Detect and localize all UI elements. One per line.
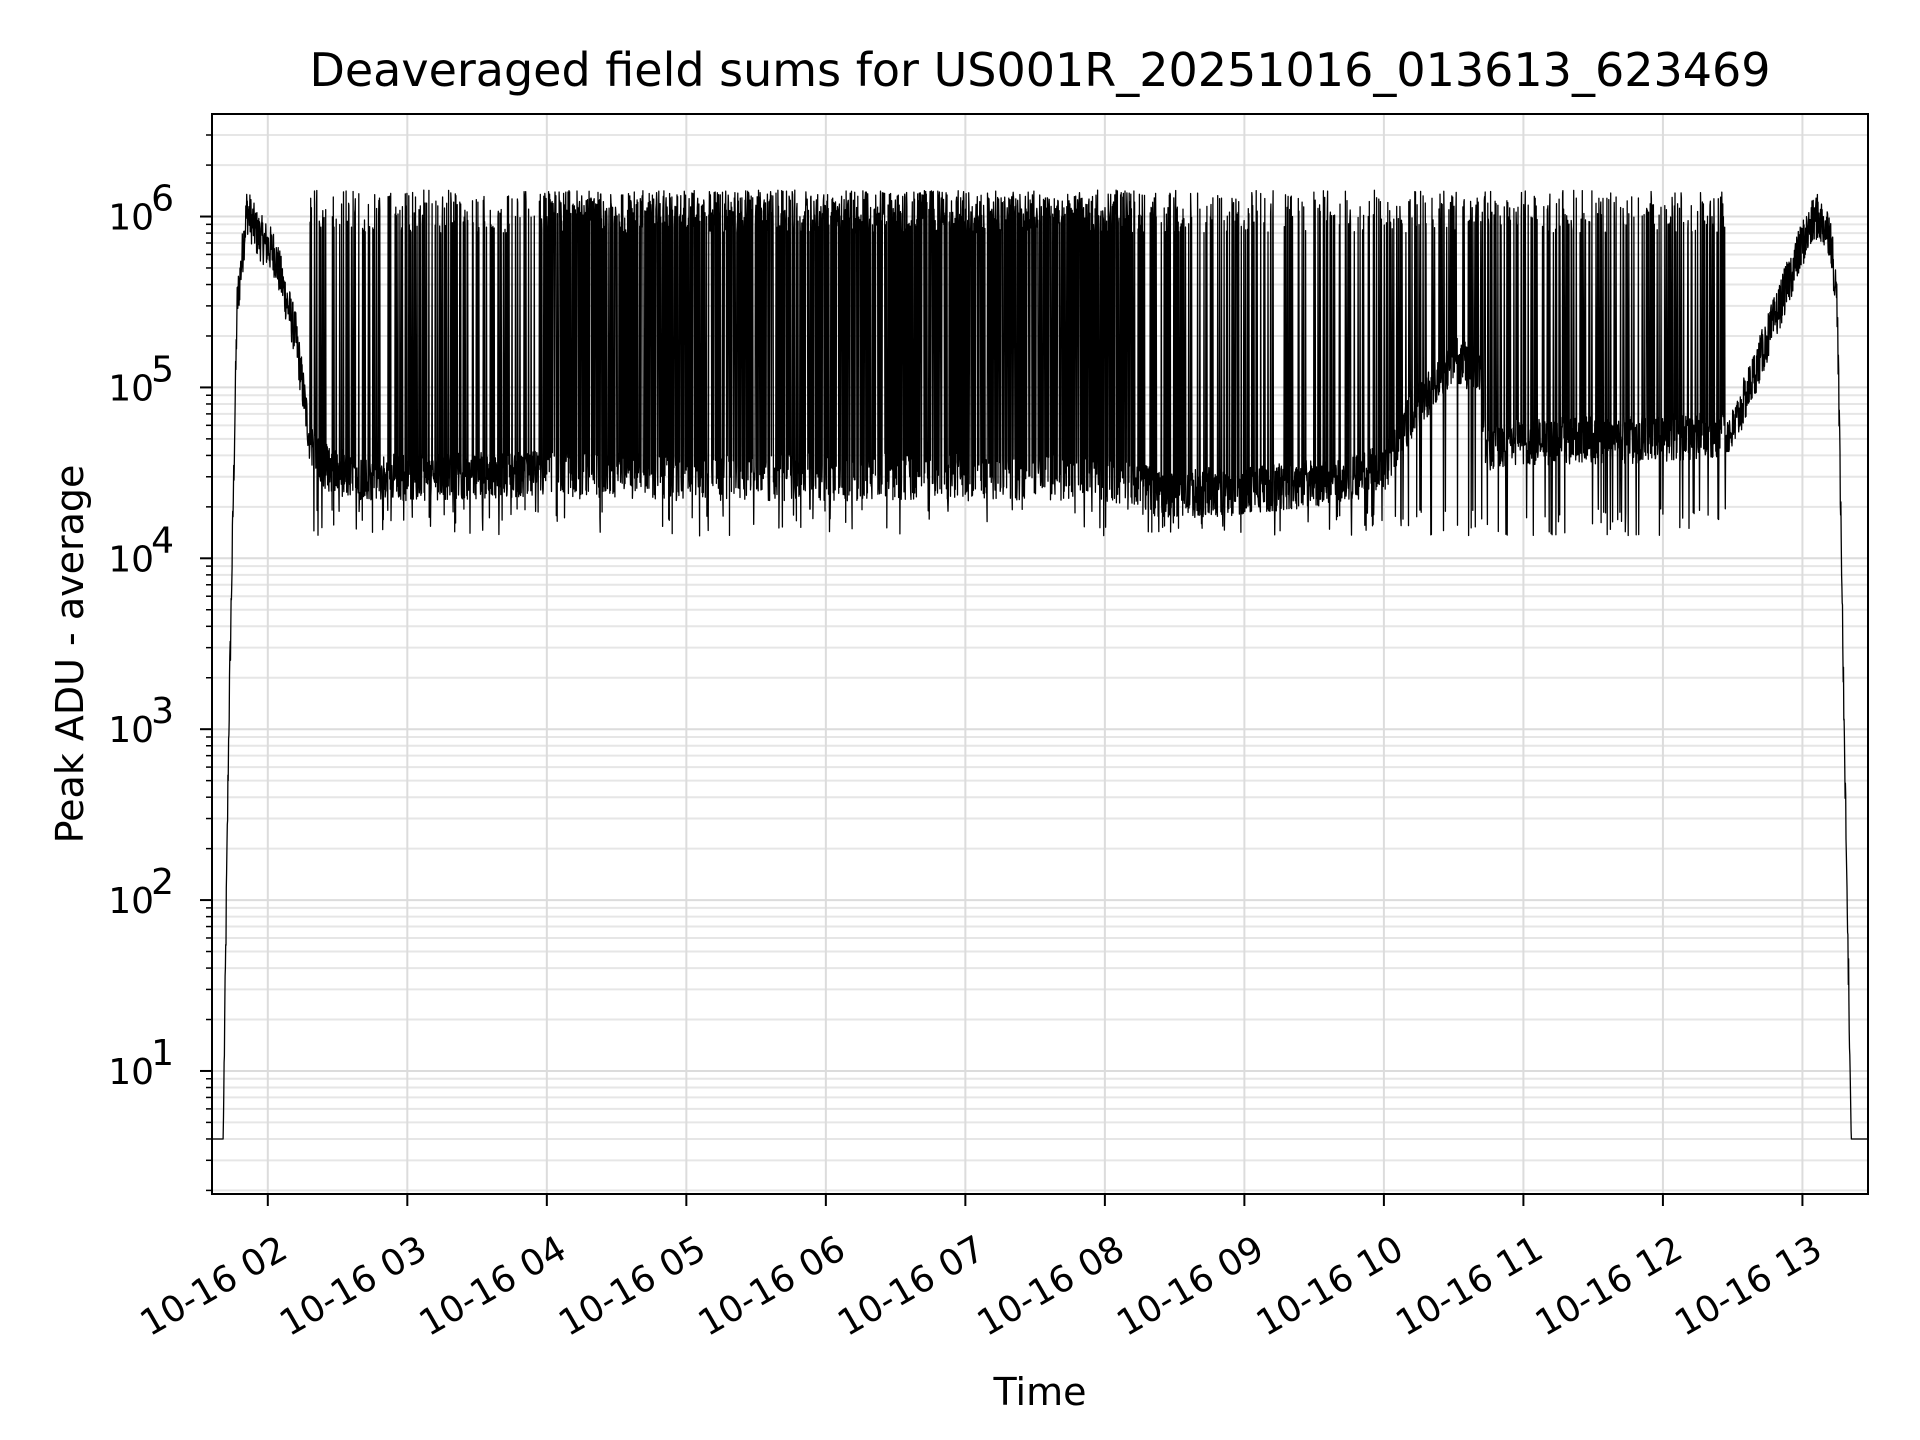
y-tick-label: 10 [108, 1052, 154, 1093]
y-tick-label: 10 [108, 539, 154, 580]
y-tick-label: 10 [108, 198, 154, 239]
plot-frame [211, 113, 1869, 1195]
y-tick-label: 10 [108, 710, 154, 751]
x-axis-title: Time [993, 1370, 1087, 1414]
series-trace [211, 189, 1869, 1140]
series-line [211, 189, 1869, 1140]
y-tick-label: 10 [108, 368, 154, 409]
y-tick-label: 10 [108, 881, 154, 922]
y-tick-exponent: 4 [151, 520, 174, 561]
y-axis-title: Peak ADU - average [48, 465, 92, 844]
y-tick-exponent: 5 [151, 349, 174, 390]
y-tick-exponent: 6 [151, 179, 174, 220]
chart-title: Deaveraged field sums for US001R_2025101… [309, 43, 1770, 97]
y-tick-exponent: 3 [151, 691, 174, 732]
y-tick-exponent: 2 [151, 862, 174, 903]
y-tick-exponent: 1 [151, 1033, 174, 1074]
